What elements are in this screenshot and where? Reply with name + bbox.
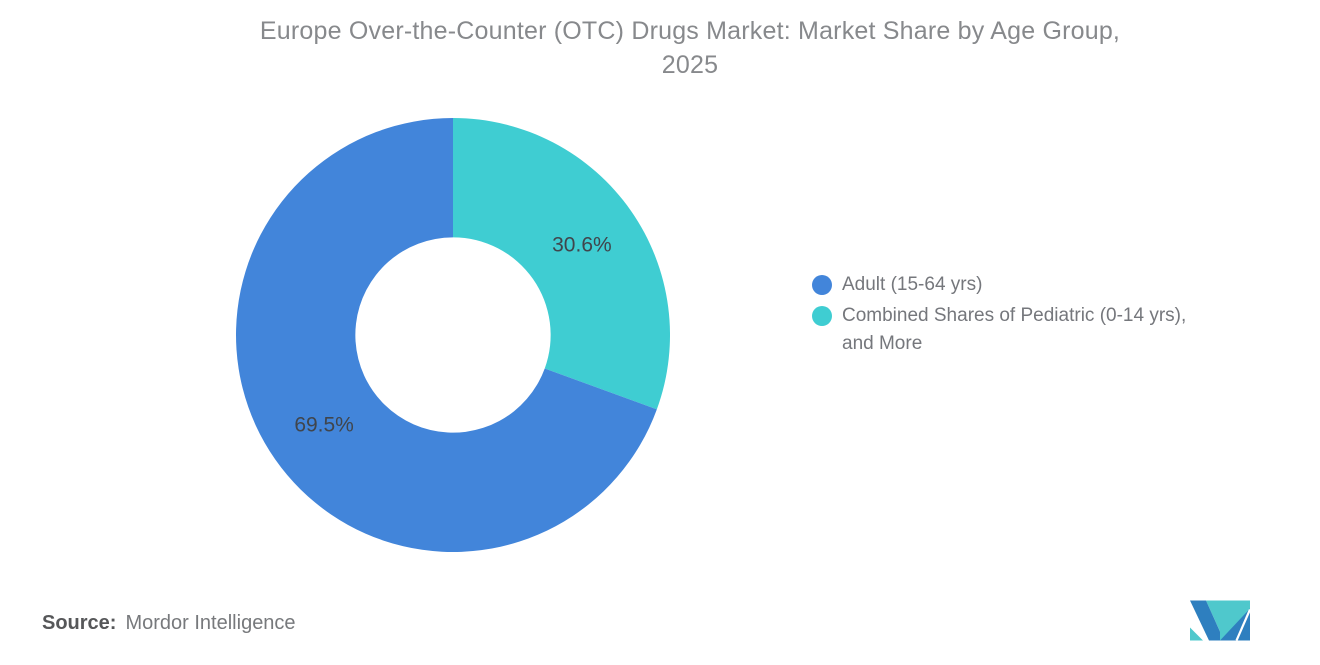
legend-marker-circle-icon <box>812 306 832 326</box>
chart-title-line2: 2025 <box>661 51 719 79</box>
legend-item-pediatric[interactable]: Combined Shares of Pediatric (0-14 yrs),… <box>812 302 1207 358</box>
legend-marker-circle-icon <box>812 275 832 295</box>
chart-legend: Adult (15-64 yrs) Combined Shares of Ped… <box>812 271 1207 361</box>
chart-title-line1: Europe Over-the-Counter (OTC) Drugs Mark… <box>259 17 1121 45</box>
donut-chart: 30.6% 69.5% <box>236 118 670 552</box>
legend-item-adult[interactable]: Adult (15-64 yrs) <box>812 271 1207 299</box>
source-line: Source: Mordor Intelligence <box>42 612 296 635</box>
legend-item-label: Adult (15-64 yrs) <box>842 274 983 295</box>
donut-slice-1[interactable] <box>453 118 670 410</box>
source-value: Mordor Intelligence <box>125 612 296 634</box>
legend-item-label: Combined Shares of Pediatric (0-14 yrs),… <box>842 305 1187 354</box>
chart-title: Europe Over-the-Counter (OTC) Drugs Mark… <box>70 14 1310 82</box>
donut-slice-0[interactable] <box>236 118 657 552</box>
mordor-intelligence-logo-icon <box>1190 600 1250 641</box>
slice-data-label-1: 30.6% <box>552 233 612 256</box>
source-label: Source: <box>42 612 117 634</box>
slice-data-label-0: 69.5% <box>294 414 354 437</box>
